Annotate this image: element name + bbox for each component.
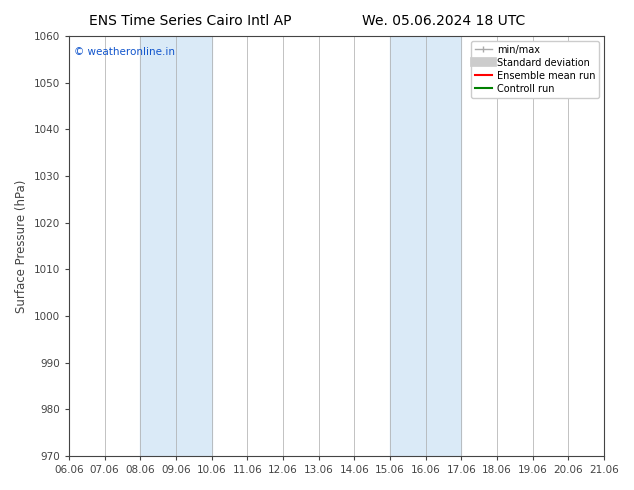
Legend: min/max, Standard deviation, Ensemble mean run, Controll run: min/max, Standard deviation, Ensemble me…	[470, 41, 599, 98]
Text: ENS Time Series Cairo Intl AP: ENS Time Series Cairo Intl AP	[89, 14, 292, 28]
Bar	[140, 36, 212, 456]
Text: © weatheronline.in: © weatheronline.in	[74, 47, 175, 57]
Bar	[390, 36, 462, 456]
Text: We. 05.06.2024 18 UTC: We. 05.06.2024 18 UTC	[362, 14, 526, 28]
Y-axis label: Surface Pressure (hPa): Surface Pressure (hPa)	[15, 179, 28, 313]
